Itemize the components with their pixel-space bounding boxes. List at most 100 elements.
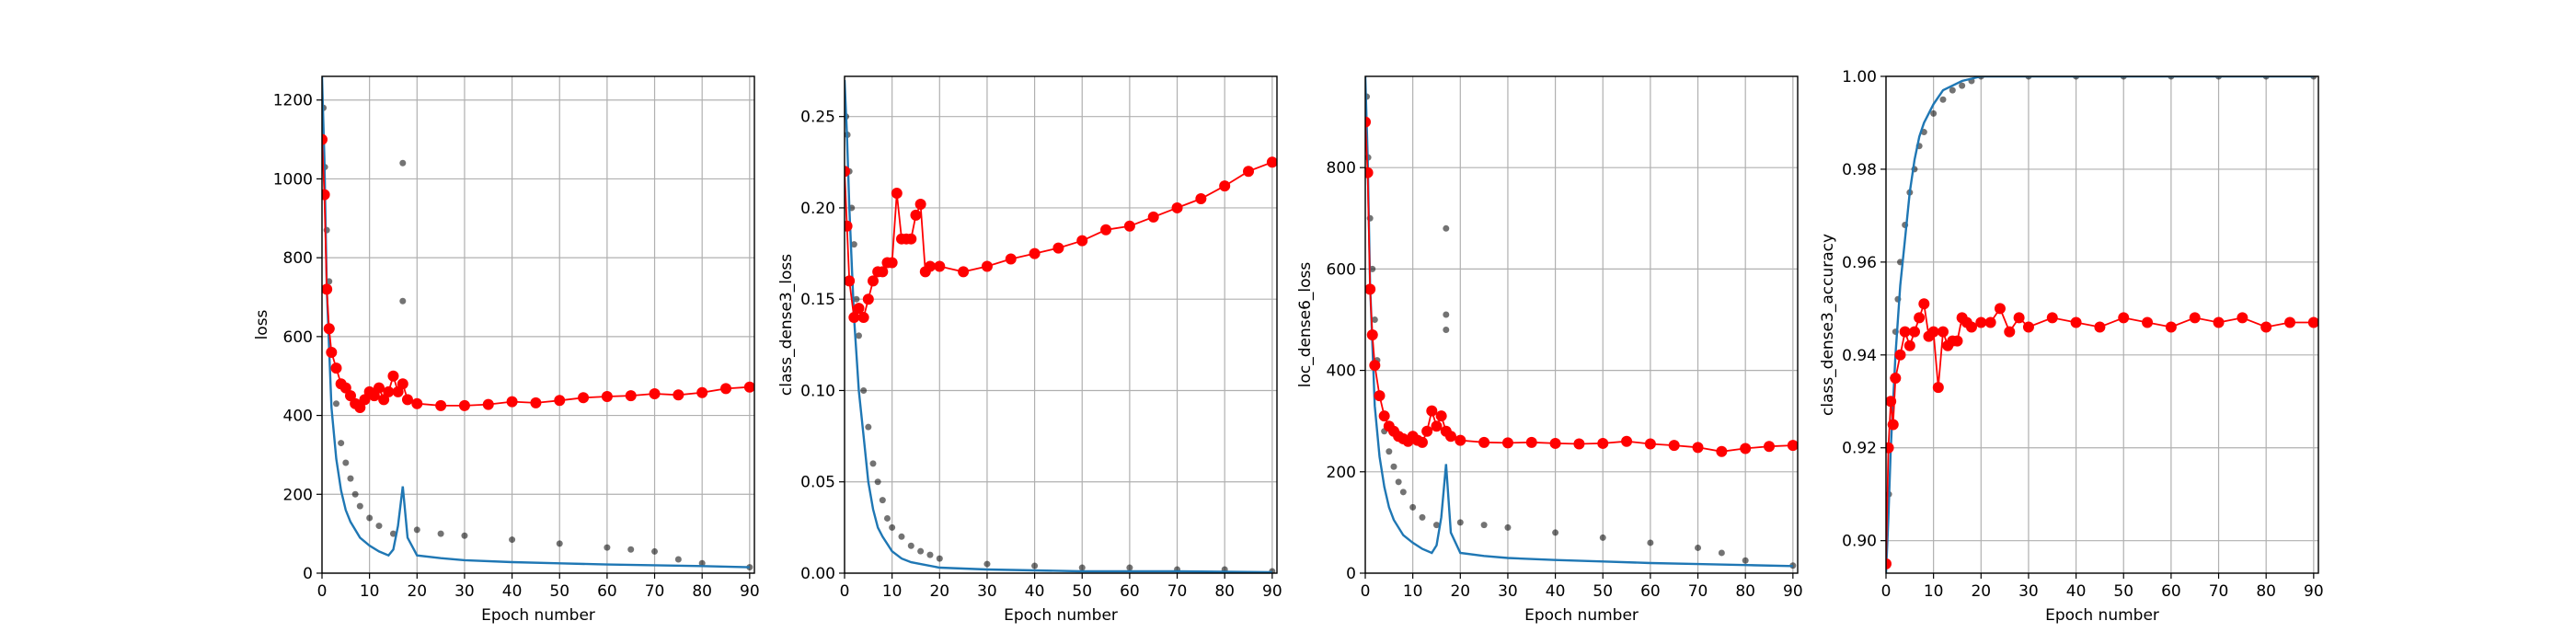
y-tick-label: 200: [1327, 464, 1356, 482]
plot-area: [845, 79, 1277, 573]
x-axis-label: Epoch number: [2045, 606, 2159, 625]
val-point: [323, 323, 335, 335]
train-line: [322, 76, 750, 569]
val-point: [1903, 339, 1915, 351]
val-point: [720, 383, 732, 395]
y-tick-label: 0.92: [1842, 440, 1877, 458]
y-tick-label: 0.00: [800, 565, 835, 583]
axes-frame: [321, 75, 755, 574]
axes-frame: [844, 75, 1278, 574]
val-point: [914, 198, 926, 210]
val-point: [845, 275, 856, 287]
batch-point: [907, 542, 914, 549]
val-point: [1692, 442, 1704, 454]
batch-point: [983, 560, 991, 568]
batch-point: [413, 526, 420, 534]
batch-point: [1599, 534, 1606, 541]
subplot-class-dense3-loss: 0 10 20 30 40 50 60 70 80 90 0.00 0.05 0.10 0.15 0.20 0…: [777, 75, 1282, 625]
val-point: [934, 260, 946, 272]
val-point: [383, 385, 395, 397]
val-point: [1455, 434, 1466, 446]
val-point: [1890, 373, 1902, 385]
batch-point: [1930, 109, 1938, 117]
batch-point: [461, 532, 468, 539]
val-point: [958, 266, 970, 278]
val-line: [322, 139, 750, 409]
val-point: [601, 391, 613, 402]
val-point: [1147, 211, 1159, 223]
val-point: [910, 209, 922, 221]
batch-point: [898, 533, 905, 540]
y-tick-label: 0.94: [1842, 347, 1877, 365]
val-point: [1994, 303, 2006, 315]
x-axis-label: Epoch number: [481, 606, 595, 625]
y-tick-label: 1200: [273, 92, 313, 110]
batch-point: [1695, 544, 1702, 551]
x-tick-label: 10: [360, 582, 380, 601]
batch-point: [1456, 519, 1464, 526]
batch-point: [351, 490, 359, 498]
val-point: [673, 389, 684, 401]
x-tick-label: 40: [1546, 582, 1566, 601]
y-axis-label: loc_dense6_loss: [1296, 262, 1315, 388]
val-point: [845, 220, 853, 232]
val-point: [877, 266, 889, 278]
y-axis-label: loss: [253, 309, 271, 339]
val-point: [2213, 316, 2225, 328]
val-point: [1501, 437, 1513, 449]
val-point: [625, 390, 637, 402]
val-point: [649, 388, 661, 399]
val-point: [1886, 558, 1892, 569]
y-tick-label: 0.20: [800, 200, 835, 218]
batch-point: [879, 497, 886, 504]
y-tick-label: 600: [1327, 260, 1356, 279]
val-point: [1426, 405, 1438, 417]
val-point: [1597, 437, 1609, 449]
val-point: [1366, 329, 1378, 341]
batch-point: [1443, 327, 1450, 334]
x-tick-label: 0: [317, 582, 328, 601]
val-point: [401, 394, 413, 406]
val-point: [1219, 180, 1231, 192]
x-tick-label: 20: [1450, 582, 1470, 601]
val-point: [905, 233, 917, 245]
val-point: [1621, 435, 1633, 447]
y-tick-label: 0.10: [800, 382, 835, 400]
val-point: [1076, 235, 1088, 247]
x-tick-label: 20: [929, 582, 949, 601]
val-point: [1243, 166, 1255, 178]
val-point: [530, 397, 542, 408]
x-tick-label: 20: [1971, 582, 1991, 601]
val-point: [1573, 438, 1585, 450]
val-point: [1549, 437, 1561, 449]
val-point: [387, 370, 399, 382]
y-tick-label: 0.15: [800, 291, 835, 309]
y-tick-label: 1.00: [1842, 68, 1877, 86]
val-point: [435, 399, 447, 411]
val-point: [482, 398, 494, 410]
val-point: [857, 312, 869, 324]
val-point: [1365, 283, 1376, 295]
axes-frame: [1364, 75, 1799, 574]
val-point: [1369, 360, 1381, 372]
val-point: [1937, 326, 1949, 338]
batch-point: [917, 547, 925, 555]
val-point: [1029, 247, 1041, 259]
y-tick-label: 0: [303, 565, 313, 583]
val-line: [1365, 121, 1793, 453]
batch-point: [1409, 503, 1417, 511]
y-axis-label: class_dense3_accuracy: [1819, 234, 1837, 416]
x-tick-label: 70: [1167, 582, 1188, 601]
batch-point: [889, 523, 896, 531]
x-tick-label: 60: [1120, 582, 1140, 601]
batch-point: [627, 546, 635, 553]
val-point: [2237, 312, 2248, 324]
val-point: [1899, 326, 1911, 338]
plot-area: [322, 76, 754, 571]
y-tick-label: 200: [283, 486, 313, 504]
val-point: [1886, 442, 1894, 454]
batch-point: [366, 514, 374, 522]
x-tick-label: 0: [1361, 582, 1371, 601]
batch-point: [342, 459, 350, 466]
x-tick-label: 0: [840, 582, 850, 601]
